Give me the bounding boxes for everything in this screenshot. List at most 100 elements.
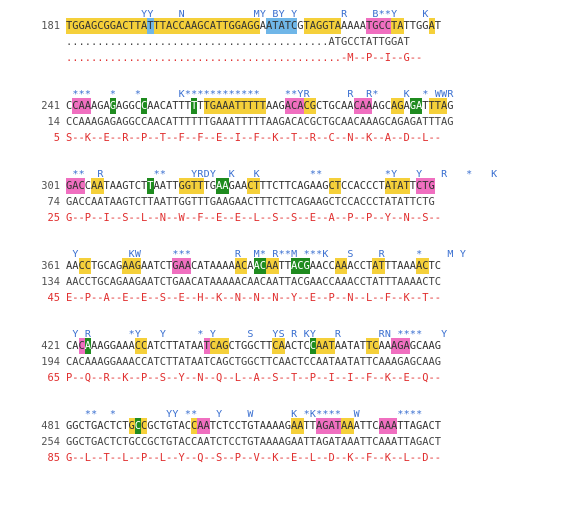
trans-char: K bbox=[122, 372, 129, 384]
query-char: T bbox=[128, 180, 135, 192]
ann-char: Y bbox=[416, 169, 423, 180]
ann-char: * bbox=[178, 249, 185, 260]
query-char: G bbox=[316, 18, 323, 34]
query-char: A bbox=[359, 20, 367, 32]
ann-char: B bbox=[372, 9, 379, 20]
subj-sequence: AACCTGCAGAAGAATCTGAACATAAAAACAACAATTACGA… bbox=[66, 274, 441, 290]
subj-char: A bbox=[409, 436, 417, 448]
query-char: C bbox=[84, 258, 92, 274]
query-position-number: 481 bbox=[41, 420, 60, 432]
query-char: G bbox=[97, 100, 104, 112]
trans-char: - bbox=[134, 212, 142, 224]
query-char: A bbox=[209, 260, 217, 272]
trans-char: - bbox=[372, 452, 379, 464]
subj-char: A bbox=[353, 196, 360, 208]
trans-char: - bbox=[241, 292, 248, 304]
trans-char: - bbox=[259, 292, 267, 304]
ann-char: * bbox=[128, 329, 135, 340]
ann-char: Y bbox=[291, 9, 298, 20]
query-char: A bbox=[403, 100, 410, 112]
ann-char: * bbox=[303, 409, 310, 420]
subj-char: A bbox=[259, 436, 267, 448]
query-char: T bbox=[172, 100, 179, 112]
trans-char: - bbox=[109, 372, 117, 384]
trans-char: T bbox=[291, 372, 298, 384]
query-char: T bbox=[297, 340, 304, 352]
ann-char: * bbox=[334, 409, 341, 420]
trans-char: . bbox=[109, 52, 117, 64]
trans-char: L bbox=[159, 452, 167, 464]
ann-sequence: Y KW *** R M* R**M ***K S R * M Y bbox=[66, 246, 466, 263]
query-char: T bbox=[234, 340, 242, 352]
trans-sequence: S--K--E--R--P--T--F--F--E--I--F--K--T--R… bbox=[66, 130, 441, 146]
subj-sequence: CACAAAGGAAACCATCTTATAATCAGCTGGCTTCAACTCC… bbox=[66, 354, 441, 370]
query-char: T bbox=[153, 260, 160, 272]
query-char: G bbox=[103, 18, 110, 34]
trans-char: - bbox=[416, 132, 423, 144]
trans-char: - bbox=[172, 212, 179, 224]
query-char: G bbox=[116, 260, 123, 272]
trans-char: L bbox=[403, 452, 410, 464]
trans-char: - bbox=[284, 452, 292, 464]
subj-char: C bbox=[103, 276, 110, 288]
trans-char: - bbox=[147, 212, 154, 224]
trans-char: E bbox=[141, 292, 148, 304]
trans-char: E bbox=[309, 292, 317, 304]
subj-char: C bbox=[216, 436, 223, 448]
query-char: C bbox=[341, 180, 348, 192]
trans-char: - bbox=[341, 452, 348, 464]
subj-char: A bbox=[316, 196, 323, 208]
query-char: A bbox=[91, 100, 98, 112]
query-char: C bbox=[297, 258, 304, 274]
trans-char: - bbox=[316, 372, 323, 384]
trans-char: - bbox=[397, 372, 404, 384]
subj-char: A bbox=[84, 116, 92, 128]
subj-char: G bbox=[66, 436, 73, 448]
ann-char: * bbox=[309, 249, 316, 260]
subj-char: A bbox=[422, 356, 429, 368]
subj-char: A bbox=[347, 276, 354, 288]
query-char: T bbox=[216, 18, 223, 34]
subj-char: A bbox=[122, 356, 129, 368]
subj-char: . bbox=[272, 36, 279, 48]
query-char: C bbox=[178, 18, 185, 34]
query-char: G bbox=[122, 100, 129, 112]
ann-char: M bbox=[253, 9, 260, 20]
query-char: C bbox=[159, 340, 167, 352]
subj-char: T bbox=[359, 36, 367, 48]
query-char: T bbox=[403, 178, 410, 194]
query-char: T bbox=[134, 18, 142, 34]
ann-char: W bbox=[434, 89, 441, 100]
subj-char: . bbox=[247, 36, 254, 48]
query-char: G bbox=[128, 100, 135, 112]
query-sequence: GACCAATAAGTCTTAATTGGTTTGAAGAACTTTCTTCAGA… bbox=[66, 178, 435, 194]
subj-char: C bbox=[291, 116, 298, 128]
ann-char: W bbox=[247, 409, 254, 420]
subj-char: T bbox=[141, 196, 148, 208]
query-char: C bbox=[291, 98, 298, 114]
trans-char: E bbox=[309, 212, 317, 224]
ann-char: * bbox=[109, 409, 116, 420]
query-char: G bbox=[284, 420, 292, 432]
subj-char: C bbox=[322, 276, 329, 288]
query-char: C bbox=[66, 340, 73, 352]
query-position-number: 301 bbox=[41, 180, 60, 192]
trans-char: - bbox=[372, 212, 379, 224]
query-char: A bbox=[397, 18, 404, 34]
ann-char: Y bbox=[459, 249, 466, 260]
trans-char: - bbox=[191, 452, 198, 464]
trans-char: - bbox=[134, 132, 142, 144]
alignment-block: Y KW *** R M* R**M ***K S R * M Y 361 AACC… bbox=[0, 246, 584, 310]
subj-char: T bbox=[203, 116, 210, 128]
subj-char: A bbox=[341, 436, 348, 448]
query-char: T bbox=[328, 338, 335, 354]
query-char: A bbox=[297, 180, 304, 192]
ann-char: Y bbox=[159, 329, 166, 340]
query-char: A bbox=[322, 338, 329, 354]
subj-char: T bbox=[434, 436, 442, 448]
query-char: A bbox=[216, 338, 223, 354]
query-char: T bbox=[284, 18, 292, 34]
query-char: T bbox=[197, 178, 204, 194]
query-char: A bbox=[366, 98, 373, 114]
trans-char: - bbox=[297, 372, 304, 384]
